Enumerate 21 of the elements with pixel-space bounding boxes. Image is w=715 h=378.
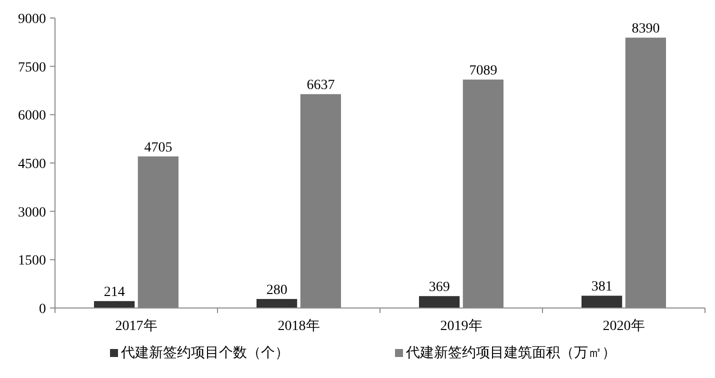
- x-tick-label: 2020年: [602, 318, 645, 334]
- y-tick-label: 3000: [18, 205, 46, 220]
- y-tick-label: 4500: [18, 157, 46, 172]
- x-tick-label: 2017年: [115, 318, 158, 334]
- data-label: 6637: [306, 78, 335, 94]
- x-tick-label: 2019年: [440, 318, 482, 334]
- legend-label: 代建新签约项目建筑面积（万㎡）: [405, 345, 616, 361]
- data-label: 214: [104, 285, 125, 300]
- y-tick-label: 7500: [18, 60, 46, 76]
- data-label: 8390: [632, 22, 660, 37]
- y-tick-label: 0: [39, 302, 46, 317]
- y-tick-label: 6000: [18, 108, 46, 124]
- legend-label: 代建新签约项目个数（个）: [120, 345, 289, 361]
- data-label: 381: [591, 280, 612, 295]
- y-tick-label: 1500: [18, 254, 46, 269]
- x-tick-label: 2018年: [278, 318, 320, 334]
- data-label: 7089: [469, 64, 498, 79]
- data-label: 4705: [144, 140, 172, 156]
- y-tick-label: 9000: [18, 12, 46, 27]
- data-label: 369: [428, 280, 450, 296]
- data-label: 280: [266, 282, 288, 298]
